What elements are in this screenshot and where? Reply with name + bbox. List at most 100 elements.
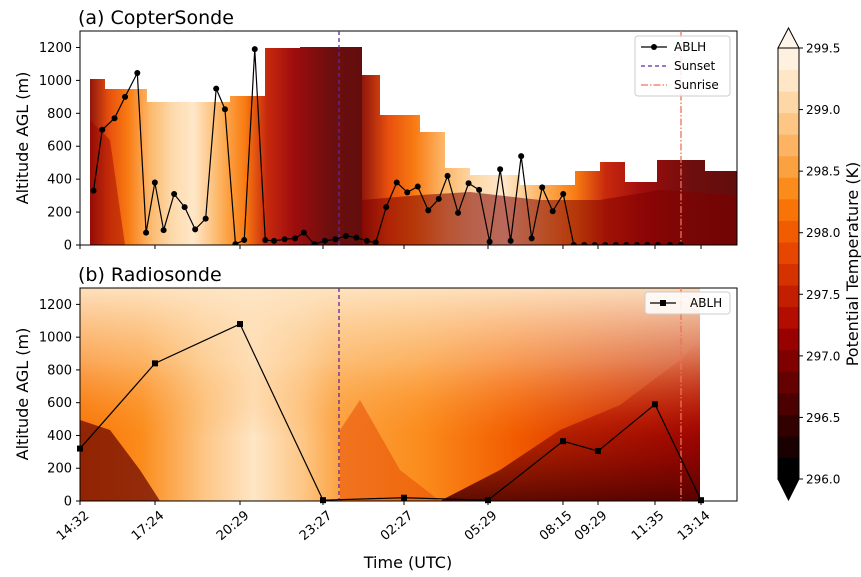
legend-a-ablh-label: ABLH [674,40,706,54]
legend-b-box [644,291,731,315]
colorbar-bands [778,48,799,480]
ablh-line-a [92,49,681,245]
panel-b-ytick-label: 1200 [39,298,72,313]
colorbar-band [778,392,799,415]
ablh-point-a [612,242,619,245]
panel-a-ytick-label: 600 [47,140,72,155]
ablh-point-a [300,229,307,236]
colorbar-band [778,155,799,178]
colorbar-band [778,263,799,286]
panel-b-xtick-label: 17:24 [129,508,167,544]
panel-b-xtick-label: 09:29 [572,508,610,544]
panel-b-ytick-label: 0 [64,495,72,510]
panel-b-ytick-label: 1000 [39,331,72,346]
colorbar-band [778,112,799,135]
panel-b-xtick-label: 11:35 [629,508,667,544]
colorbar-band [778,134,799,157]
ablh-point-a [497,166,504,173]
ablh-point-a [581,242,588,245]
panel-b-yticks: 0 200 400 600 800 1000 1200 [39,298,80,510]
panel-a-ytick-label: 800 [47,107,72,122]
colorbar-tick-label: 298.5 [806,165,840,179]
ablh-point-b [698,497,704,504]
panel-a-ytick-label: 1000 [39,74,72,89]
colorbar-band [778,457,799,480]
ablh-point-a [465,180,472,187]
ablh-point-a [292,235,299,242]
ablh-point-a [134,69,141,76]
ablh-point-a [111,115,118,122]
panel-b-ylabel: Altitude AGL (m) [13,328,32,461]
colorbar-tick-label: 299.0 [806,103,840,117]
ablh-point-a [518,153,525,160]
panel-b-ytick-label: 600 [47,396,72,411]
panel-b-ytick-label: 200 [47,462,72,477]
ablh-point-b [401,494,407,501]
ablh-point-a [623,242,630,245]
ablh-point-a [414,183,421,190]
ablh-point-a [213,85,220,92]
colorbar-tick-label: 299.5 [806,42,840,56]
panel-b-xtick-label: 08:15 [537,508,575,544]
contour-fill-b5 [340,400,440,501]
ablh-point-a [251,46,258,53]
colorbar-band [778,241,799,264]
ablh-point-a [393,179,400,186]
ablh-point-a [486,238,493,245]
ablh-point-b [560,438,566,445]
panel-b: (b) Radiosonde Altitude AGL (m) 0 200 400 6… [13,264,738,572]
ablh-point-a [677,242,684,245]
ablh-point-b [237,321,243,328]
ablh-point-a [221,106,228,113]
ablh-point-a [560,190,567,197]
panel-b-ablh-series [77,321,704,504]
ablh-point-a [644,242,651,245]
legend-a-box [634,35,731,97]
ablh-point-a [444,172,451,179]
panel-a-ytick-label: 400 [47,173,72,188]
ablh-point-a [143,229,150,236]
colorbar-tick-label: 296.5 [806,411,840,425]
panel-b-ytick-label: 800 [47,363,72,378]
colorbar-tick-label: 297.0 [806,349,840,363]
ablh-line-b [79,323,702,501]
colorbar-band [778,177,799,200]
ablh-point-a [160,227,167,234]
panel-a-ytick-label: 200 [47,206,72,221]
colorbar-ticks: 296.0 296.5 297.0 297.5 298.0 298.5 299.0 299.5 [799,42,840,487]
colorbar-tick-label: 297.5 [806,288,840,302]
panel-b-title: (b) Radiosonde [78,264,222,286]
legend-b-ablh-marker [660,300,666,306]
ablh-point-a [383,204,390,211]
ablh-point-a [633,242,640,245]
ablh-point-a [342,232,349,239]
colorbar-band [778,69,799,92]
ablh-point-a [151,179,158,186]
ablh-point-a [262,237,269,244]
panel-a-ytick-label: 1200 [39,41,72,56]
colorbar: 296.0 296.5 297.0 297.5 298.0 298.5 299.0 299.5… [777,26,861,502]
ablh-point-b [485,497,491,504]
colorbar-band [778,414,799,437]
colorbar-band [778,371,799,394]
contour-fill-b4 [440,340,700,501]
ablh-point-b [652,401,658,408]
panel-b-contour [80,288,700,501]
panel-b-xtick-label: 20:29 [214,508,252,544]
ablh-point-a [332,236,339,243]
colorbar-band [778,285,799,308]
panel-a-ablh-series [90,46,684,245]
ablh-point-a [654,242,661,245]
contour-fill-a1 [90,47,362,245]
ablh-point-a [202,215,209,222]
panel-a-ylabel: Altitude AGL (m) [13,72,32,205]
ablh-point-a [271,237,278,244]
legend-a-ablh-marker [651,44,657,50]
colorbar-band [778,328,799,351]
ablh-point-a [171,190,178,197]
panel-a: (a) CopterSonde Altitude AGL (m) 0 200 400… [13,7,738,254]
panel-a-xticks [79,245,702,249]
ablh-point-a [425,207,432,214]
legend-a-sunset-label: Sunset [674,59,715,73]
